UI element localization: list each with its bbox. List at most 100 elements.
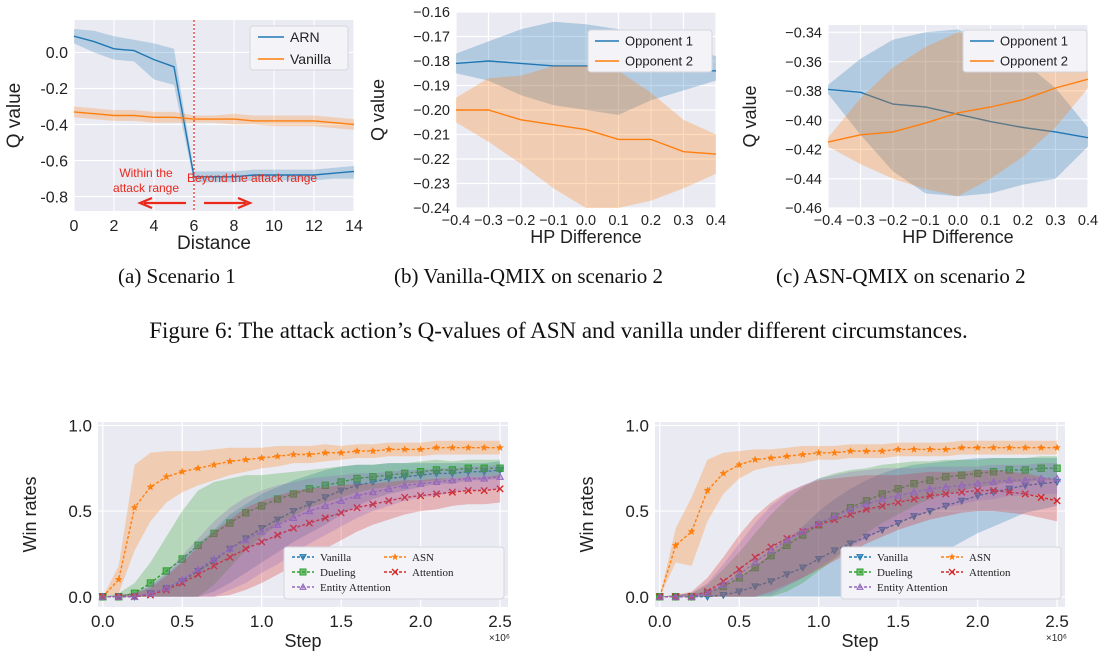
data-point xyxy=(957,481,966,489)
data-point xyxy=(178,575,187,583)
data-point xyxy=(719,591,728,600)
y-axis-label: Win rates xyxy=(20,476,40,552)
data-point xyxy=(391,552,399,561)
series-line xyxy=(659,477,1058,598)
series-band xyxy=(102,464,501,597)
data-point xyxy=(352,491,362,499)
series-band xyxy=(659,456,1058,597)
data-point xyxy=(948,552,956,561)
data-point xyxy=(225,457,234,465)
x-tick-label: 0.5 xyxy=(170,612,194,631)
x-tick-label: −0.2 xyxy=(879,213,908,229)
data-point xyxy=(495,443,505,452)
y-tick-label: −0.20 xyxy=(413,103,450,119)
data-point xyxy=(273,531,282,539)
data-point xyxy=(401,493,409,502)
x-multiplier: ×10⁶ xyxy=(489,633,510,644)
x-tick-label: 8 xyxy=(230,218,239,235)
legend-label-1: Vanilla xyxy=(877,552,908,564)
legend-label-2: ASN xyxy=(969,552,991,564)
y-tick-label: −0.40 xyxy=(785,113,822,129)
data-point xyxy=(305,506,314,515)
data-point xyxy=(448,466,457,474)
data-point xyxy=(973,479,982,487)
data-point xyxy=(735,574,743,582)
x-tick-label: 2.0 xyxy=(966,612,990,631)
legend-label-2: ASN xyxy=(412,552,434,564)
data-point xyxy=(989,486,998,495)
data-point xyxy=(225,544,234,552)
data-point xyxy=(480,486,488,495)
x-tick-label: 10 xyxy=(265,218,283,235)
data-point xyxy=(941,502,950,511)
data-point xyxy=(767,453,776,462)
data-point xyxy=(925,484,934,492)
data-point xyxy=(337,509,345,517)
data-point xyxy=(862,533,871,541)
x-tick-label: 0.1 xyxy=(608,213,628,229)
y-tick-label: −0.44 xyxy=(785,172,822,188)
x-tick-label: 1.5 xyxy=(329,612,353,631)
y-tick-label: −0.38 xyxy=(785,84,822,100)
data-point xyxy=(416,445,425,453)
data-point xyxy=(751,455,760,464)
data-point xyxy=(878,490,886,498)
y-tick-label: -0.4 xyxy=(40,117,68,134)
data-point xyxy=(299,554,307,562)
y-tick-label: 0.0 xyxy=(46,45,68,62)
data-point xyxy=(299,568,307,576)
data-point xyxy=(241,535,250,543)
x-tick-label: −0.3 xyxy=(474,213,503,229)
data-point xyxy=(432,490,441,498)
data-point xyxy=(655,592,664,600)
x-axis-label: Step xyxy=(841,631,878,651)
y-tick-label: −0.46 xyxy=(785,201,822,217)
data-point xyxy=(369,500,377,508)
y-tick-label: 1.0 xyxy=(625,417,649,436)
data-point xyxy=(289,450,298,459)
legend-label-5: Entity Attention xyxy=(320,582,391,594)
data-point xyxy=(973,492,982,500)
series-band xyxy=(102,440,501,597)
data-point xyxy=(385,471,393,479)
y-tick-label: −0.17 xyxy=(413,30,450,46)
y-tick-label: -0.8 xyxy=(40,189,68,206)
annotation-within: Within the xyxy=(119,166,173,180)
data-point xyxy=(782,571,791,579)
data-point xyxy=(1005,443,1014,452)
data-point xyxy=(162,583,171,592)
data-point xyxy=(242,545,250,553)
data-point xyxy=(273,495,282,503)
data-point xyxy=(337,496,346,504)
data-point xyxy=(496,464,504,472)
data-point xyxy=(1053,497,1061,505)
series-band xyxy=(659,470,1058,597)
legend-label-3: Dueling xyxy=(877,567,913,579)
data-point xyxy=(480,474,489,482)
legend-label-4: Attention xyxy=(412,567,454,579)
data-point xyxy=(846,540,855,548)
data-point xyxy=(925,445,934,453)
series-band xyxy=(74,29,354,183)
x-tick-label: 0.1 xyxy=(980,213,1000,229)
data-point xyxy=(305,485,314,493)
data-point xyxy=(178,555,186,563)
data-point xyxy=(210,460,219,469)
y-axis-label: Q value xyxy=(4,83,25,148)
data-point xyxy=(337,487,346,495)
x-axis-label: Distance xyxy=(177,233,251,254)
x-tick-label: 0.0 xyxy=(91,612,115,631)
series-line xyxy=(102,447,501,598)
data-point xyxy=(321,481,329,490)
arrow-left xyxy=(137,196,186,210)
data-point xyxy=(909,488,919,496)
data-point xyxy=(305,450,314,459)
data-point xyxy=(926,476,934,484)
data-point xyxy=(856,554,864,562)
data-point xyxy=(973,486,982,495)
data-point xyxy=(448,476,457,484)
data-point xyxy=(1037,464,1045,472)
data-point xyxy=(856,568,864,576)
x-tick-label: 0.4 xyxy=(1078,213,1098,229)
series-band xyxy=(456,65,716,209)
